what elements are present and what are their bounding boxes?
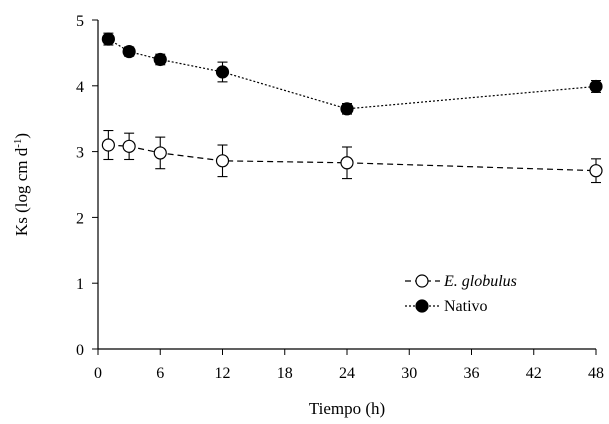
y-tick-label: 2 xyxy=(76,210,84,227)
y-axis-title: Ks (log cm d-1) xyxy=(12,133,31,236)
x-tick-label: 18 xyxy=(277,365,293,382)
data-point xyxy=(589,79,603,94)
data-point xyxy=(153,146,167,160)
series-layer xyxy=(101,32,603,184)
series-line-nativo xyxy=(108,38,597,110)
data-point xyxy=(215,154,230,168)
x-tick-label: 42 xyxy=(526,365,542,382)
data-point xyxy=(340,102,354,116)
x-axis-title: Tiempo (h) xyxy=(309,399,385,418)
legend: E. globulus Nativo xyxy=(405,273,517,315)
data-point xyxy=(101,32,115,46)
y-tick-label: 3 xyxy=(76,145,84,162)
data-point xyxy=(153,52,167,67)
data-point xyxy=(122,44,136,59)
y-tick-label: 1 xyxy=(76,276,84,293)
legend-marker-e-globulus xyxy=(415,274,429,288)
series-e-globulus xyxy=(101,129,603,184)
data-point xyxy=(589,164,603,178)
x-tick-label: 12 xyxy=(215,365,231,382)
data-point xyxy=(215,65,230,79)
legend-marker-nativo xyxy=(415,299,429,313)
y-tick-label: 5 xyxy=(76,13,84,30)
data-point xyxy=(340,156,354,170)
x-tick-label: 36 xyxy=(464,365,480,382)
x-tick-label: 0 xyxy=(94,365,102,382)
x-tick-label: 48 xyxy=(588,365,604,382)
data-point xyxy=(101,138,115,152)
data-point xyxy=(122,139,136,153)
legend-label-e-globulus: E. globulus xyxy=(443,273,517,290)
x-tick-label: 30 xyxy=(401,365,417,382)
legend-label-nativo: Nativo xyxy=(444,298,488,315)
y-axis-title-end: ) xyxy=(12,133,31,139)
series-nativo xyxy=(101,32,603,116)
y-axis-title-superscript: -1 xyxy=(12,139,24,148)
x-tick-label: 24 xyxy=(339,365,355,382)
y-tick-label: 4 xyxy=(76,79,84,96)
y-axis-title-main: Ks (log cm d xyxy=(12,147,31,236)
x-tick-label: 6 xyxy=(156,365,164,382)
y-tick-label: 0 xyxy=(76,342,84,359)
series-line-e-globulus xyxy=(108,144,597,172)
